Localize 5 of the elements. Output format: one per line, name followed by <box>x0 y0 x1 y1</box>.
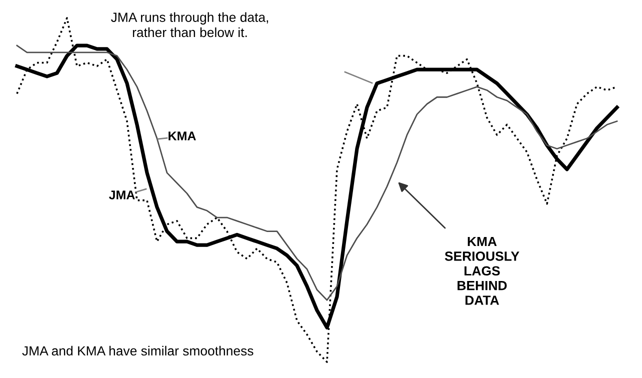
series-label: KMA <box>168 132 196 140</box>
annotation: KMA SERIOUSLY LAGS BEHIND DATA <box>444 236 520 305</box>
annotation: JMA runs through the data, rather than below it. <box>110 12 268 38</box>
annotation: JMA and KMA have similar smoothness <box>22 346 254 356</box>
series-label: JMA <box>108 190 135 200</box>
